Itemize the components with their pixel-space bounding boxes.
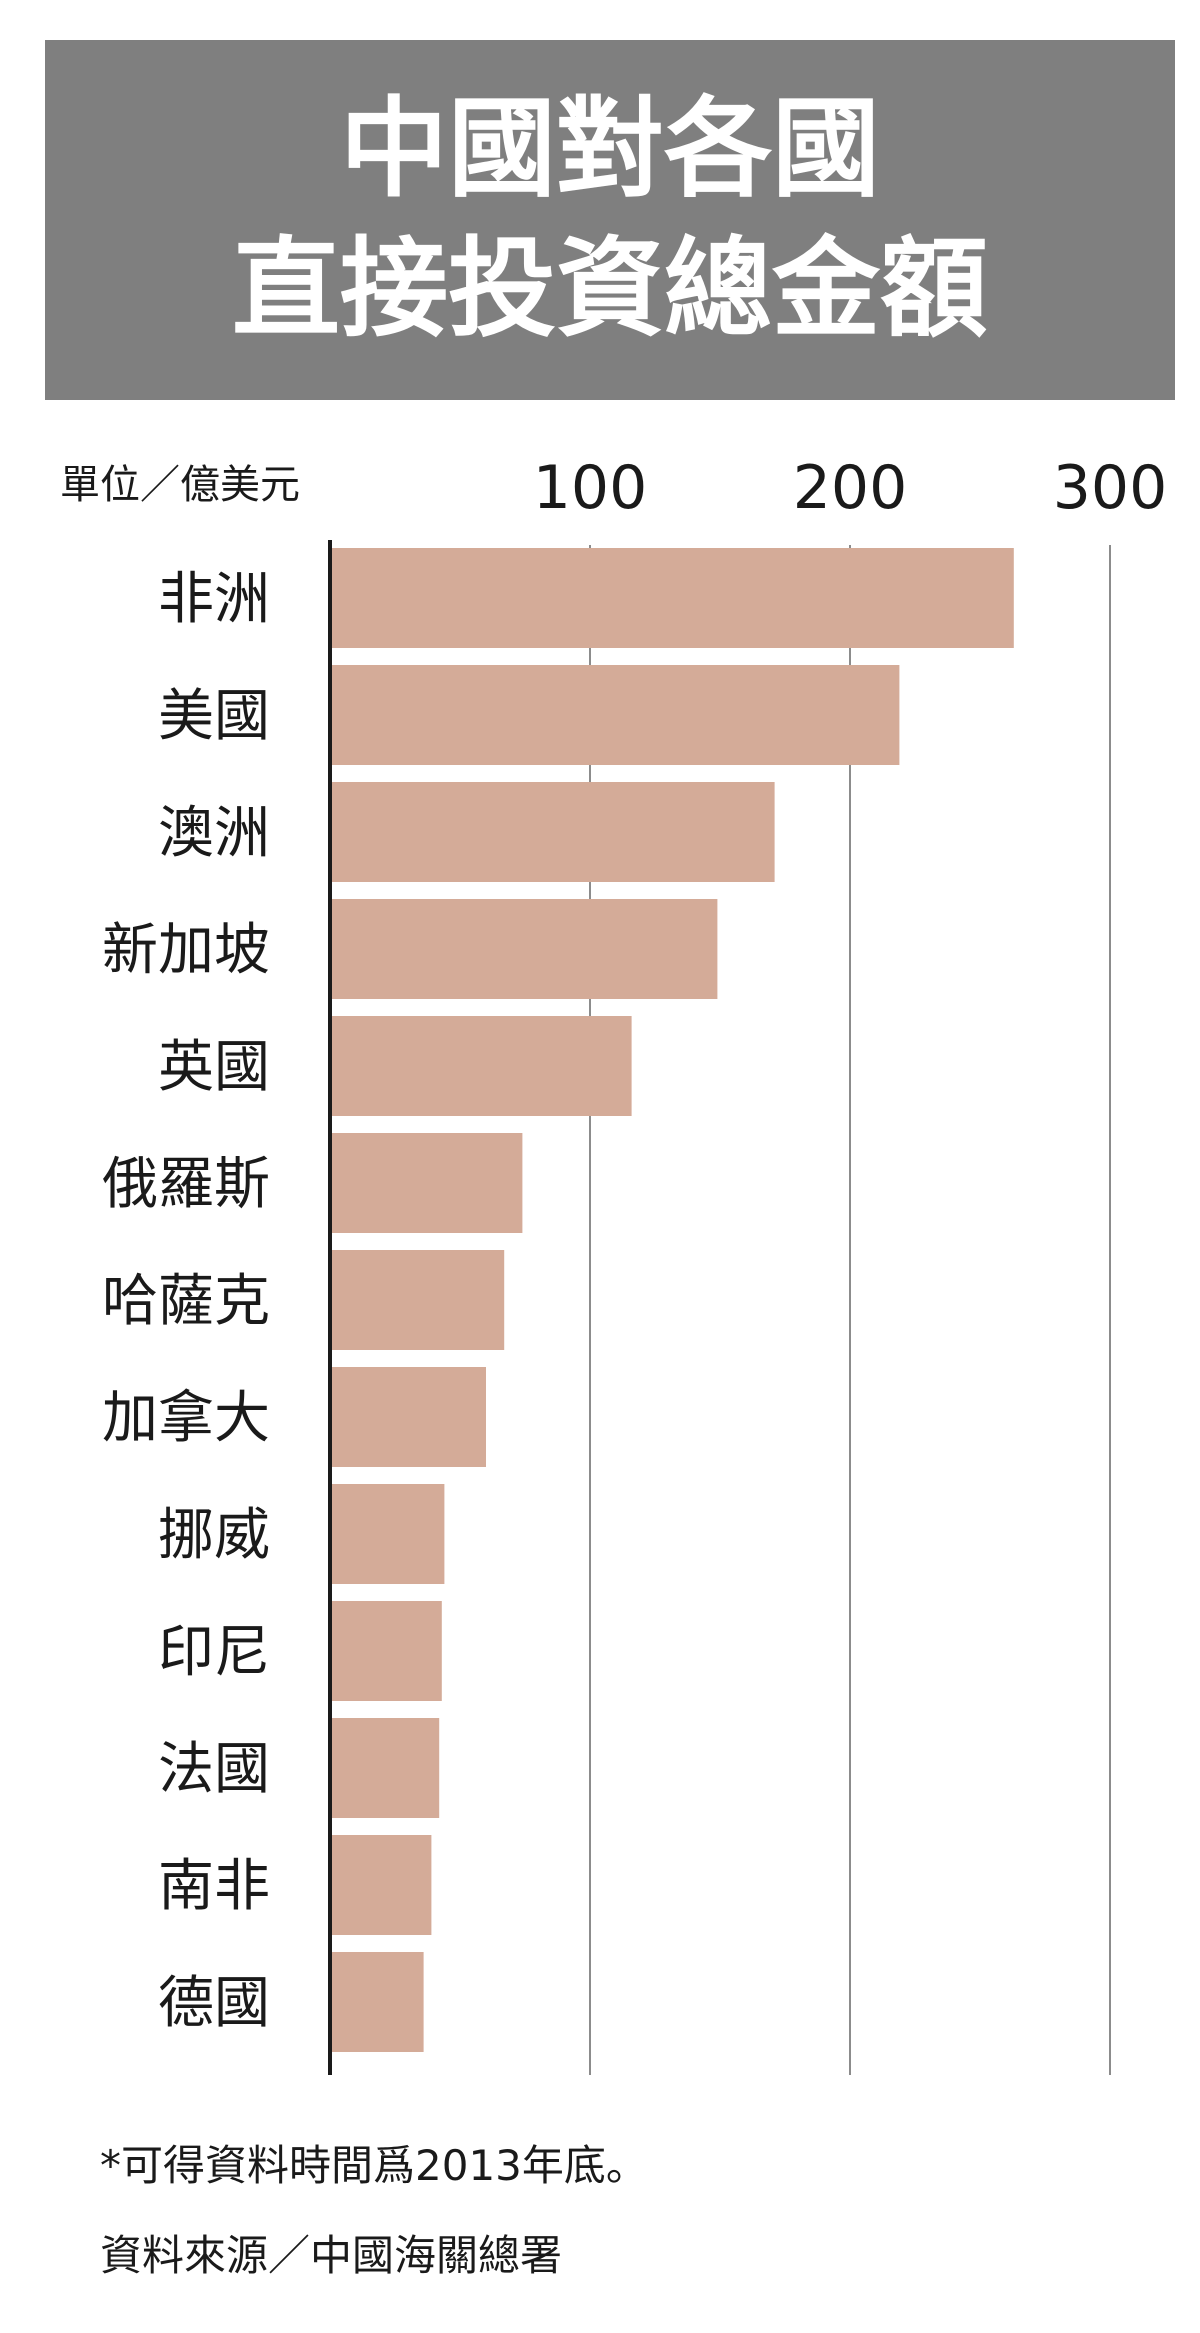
category-label-9: 印尼 xyxy=(158,1620,270,1685)
category-label-1: 美國 xyxy=(158,684,270,749)
bar-2 xyxy=(330,782,775,882)
category-label-6: 哈薩克 xyxy=(102,1269,270,1334)
category-label-3: 新加坡 xyxy=(102,918,270,983)
bar-9 xyxy=(330,1601,442,1701)
bar-chart: 單位／億美元 100 200 300 非洲美國澳洲新加坡英國俄羅斯哈薩克加拿大挪威印尼法… xyxy=(60,453,1168,2075)
bar-4 xyxy=(330,1016,632,1116)
category-label-8: 挪威 xyxy=(158,1503,270,1568)
x-tick-label-200: 200 xyxy=(793,453,908,523)
bar-6 xyxy=(330,1250,505,1350)
category-label-11: 南非 xyxy=(158,1854,270,1919)
title-banner: 中國對各國 直接投資總金額 xyxy=(45,40,1175,400)
chart-title-line-2: 直接投資總金額 xyxy=(231,227,988,352)
source-note: 資料來源／中國海關總署 xyxy=(100,2231,563,2280)
unit-label: 單位／億美元 xyxy=(60,462,300,508)
bar-7 xyxy=(330,1367,486,1467)
chart-title-line-1: 中國對各國 xyxy=(339,87,880,212)
category-label-7: 加拿大 xyxy=(102,1386,270,1451)
footnote: *可得資料時間爲2013年底。 xyxy=(100,2141,648,2190)
x-tick-label-300: 300 xyxy=(1053,453,1168,523)
bar-0 xyxy=(330,548,1014,648)
category-label-5: 俄羅斯 xyxy=(102,1152,270,1217)
bar-3 xyxy=(330,899,718,999)
x-tick-label-100: 100 xyxy=(533,453,648,523)
bar-8 xyxy=(330,1484,445,1584)
category-label-10: 法國 xyxy=(158,1737,270,1802)
bar-10 xyxy=(330,1718,440,1818)
category-label-0: 非洲 xyxy=(158,567,270,632)
bar-11 xyxy=(330,1835,432,1935)
bar-5 xyxy=(330,1133,523,1233)
bar-12 xyxy=(330,1952,424,2052)
category-label-12: 德國 xyxy=(158,1971,270,2036)
bar-1 xyxy=(330,665,900,765)
category-label-2: 澳洲 xyxy=(158,801,270,866)
category-label-4: 英國 xyxy=(158,1035,270,1100)
